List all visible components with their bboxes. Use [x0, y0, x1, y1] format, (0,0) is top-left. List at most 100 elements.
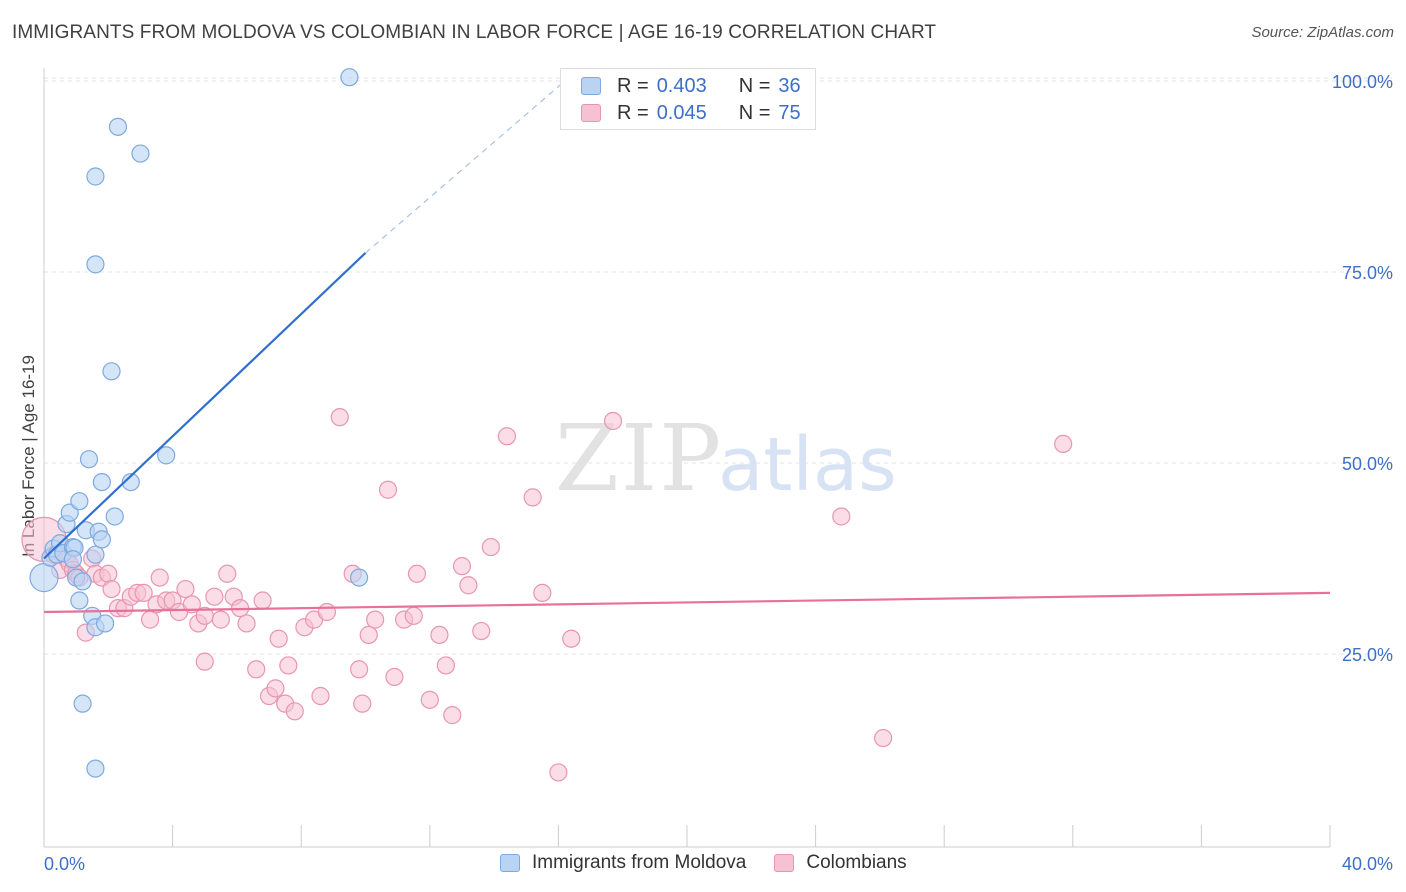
legend-r-label: R = — [617, 74, 649, 97]
bottom-legend-item-moldova: Immigrants from Moldova — [500, 852, 746, 874]
legend-box: R = 0.403 N = 36 R = 0.045 N = 75 — [560, 68, 816, 130]
moldova-point — [108, 117, 128, 136]
colombians-point — [330, 408, 349, 427]
legend-swatch-moldova — [581, 77, 601, 95]
axis-layer — [43, 68, 1331, 848]
tick-labels: 25.0% 50.0% 75.0% 100.0% 0.0% 40.0% — [44, 72, 1393, 874]
colombians-point — [472, 621, 491, 641]
colombians-point — [140, 610, 160, 629]
trend-lines — [43, 80, 1331, 614]
colombians-point — [176, 579, 195, 599]
y-tick-label: 100.0% — [1332, 72, 1393, 92]
colombians-point — [102, 579, 121, 599]
moldova-trend-line — [43, 252, 367, 560]
moldova-point — [95, 614, 115, 633]
moldova-point — [92, 530, 111, 549]
legend-row-moldova: R = 0.403 N = 36 — [581, 74, 801, 98]
colombians-point — [459, 576, 478, 595]
legend-row-colombians: R = 0.045 N = 75 — [581, 101, 801, 125]
moldova-point — [86, 167, 105, 186]
legend-n-label: N = — [738, 101, 771, 124]
colombians-point — [562, 629, 581, 648]
moldova-point — [105, 507, 124, 526]
moldova-point — [92, 473, 111, 492]
chart-title: IMMIGRANTS FROM MOLDOVA VS COLOMBIAN IN … — [12, 22, 937, 43]
colombians-point — [1054, 434, 1073, 453]
moldova-point — [102, 362, 121, 381]
colombians-point — [430, 625, 449, 645]
legend-n-value-moldova: 36 — [778, 74, 801, 97]
moldova-points — [29, 68, 369, 778]
colombians-point — [452, 557, 472, 576]
colombians-point — [832, 507, 851, 526]
x-tick-label-max: 40.0% — [1342, 854, 1393, 874]
legend-n-label: N = — [738, 74, 771, 97]
colombians-point — [366, 610, 385, 629]
colombians-point — [99, 564, 118, 583]
legend-r-label: R = — [617, 101, 649, 124]
colombians-point — [359, 625, 378, 645]
colombians-point — [247, 660, 266, 679]
y-tick-label: 75.0% — [1342, 263, 1393, 283]
colombians-point — [205, 587, 224, 606]
y-tick-label: 50.0% — [1342, 454, 1393, 474]
colombians-point — [523, 488, 542, 507]
bottom-legend: Immigrants from Moldova Colombians — [500, 852, 935, 874]
colombians-point — [211, 610, 230, 629]
moldova-point — [73, 572, 92, 591]
bottom-legend-label-moldova: Immigrants from Moldova — [532, 852, 747, 873]
moldova-point — [340, 68, 359, 87]
bottom-legend-item-colombians: Colombians — [774, 852, 907, 874]
colombians-point — [150, 568, 169, 587]
moldova-point — [73, 694, 92, 713]
moldova-point — [86, 255, 105, 274]
moldova-point — [70, 591, 89, 610]
bottom-legend-label-colombians: Colombians — [806, 852, 907, 873]
colombians-point — [549, 763, 568, 782]
legend-r-value-colombians: 0.045 — [656, 101, 707, 124]
moldova-point — [349, 568, 369, 587]
bottom-legend-swatch-colombians — [774, 854, 795, 872]
y-tick-label: 25.0% — [1342, 645, 1393, 665]
colombians-point — [134, 583, 153, 602]
colombians-point — [533, 583, 552, 602]
colombians-point — [266, 679, 285, 698]
watermark-atlas: atlas — [718, 422, 897, 508]
colombians-trend-line — [43, 591, 1331, 614]
colombians-point — [404, 606, 423, 625]
colombians-point — [497, 427, 517, 446]
moldova-point — [63, 550, 83, 569]
colombians-point — [420, 690, 439, 709]
legend-r-value-moldova: 0.403 — [656, 74, 707, 97]
moldova-point — [86, 759, 105, 778]
colombians-point — [349, 660, 369, 679]
colombians-point — [237, 614, 256, 633]
colombians-point — [311, 686, 330, 706]
moldova-point — [86, 545, 105, 564]
colombians-point — [253, 591, 272, 610]
colombians-point — [443, 706, 462, 725]
colombians-point — [385, 667, 404, 687]
colombians-point — [481, 537, 500, 557]
moldova-point — [131, 144, 150, 163]
bottom-legend-swatch-moldova — [500, 854, 520, 872]
colombians-point — [378, 480, 398, 499]
colombians-point — [279, 656, 298, 675]
moldova-point — [121, 473, 140, 492]
legend-swatch-colombians — [581, 104, 601, 122]
colombians-points — [21, 408, 1073, 782]
moldova-point — [79, 450, 99, 469]
colombians-point — [436, 656, 455, 675]
colombians-point — [182, 595, 201, 614]
watermark-zip: ZIP — [555, 405, 723, 512]
colombians-point — [218, 564, 237, 583]
colombians-point — [285, 702, 304, 721]
colombians-point — [407, 564, 427, 583]
moldova-point — [157, 446, 176, 465]
colombians-point — [353, 694, 372, 713]
legend-n-value-colombians: 75 — [778, 101, 801, 124]
colombians-point — [317, 602, 337, 622]
colombians-point — [874, 728, 893, 748]
moldova-point — [70, 492, 89, 511]
